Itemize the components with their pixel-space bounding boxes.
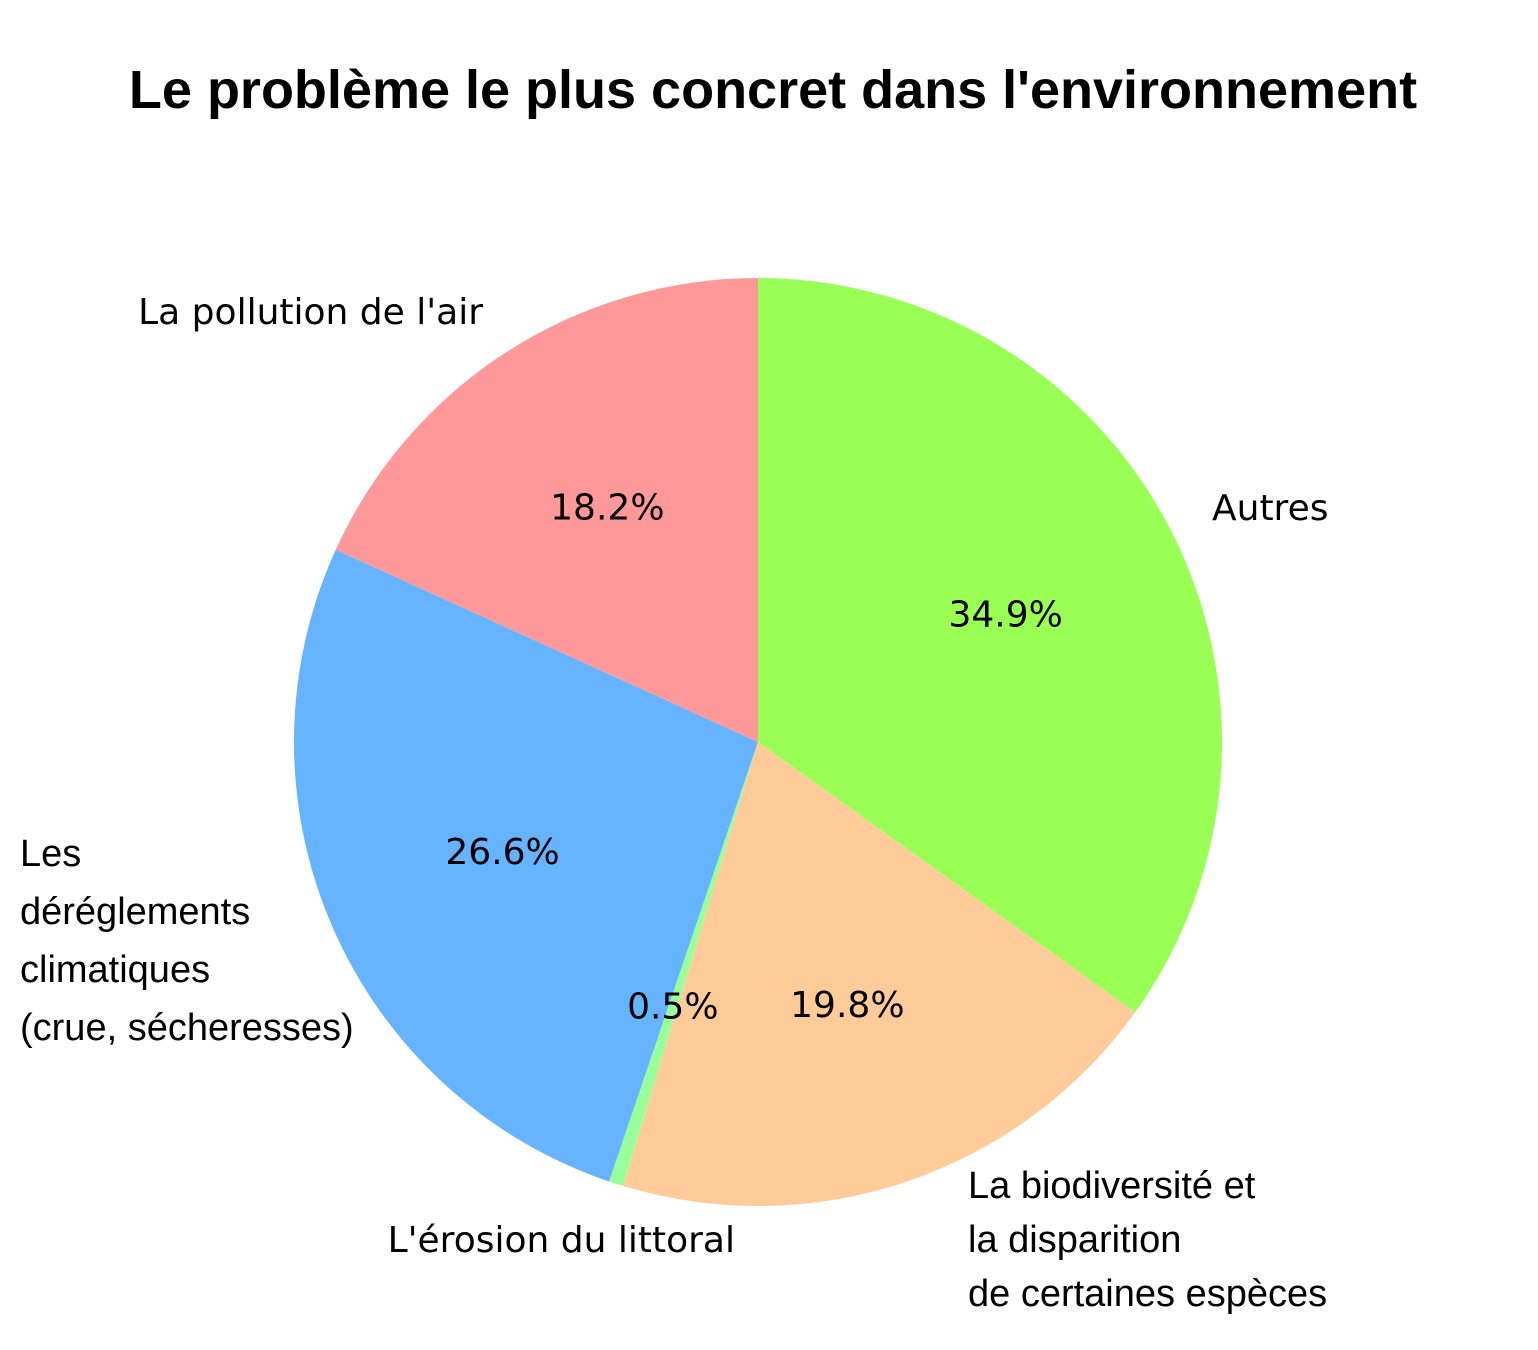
slice-label-la-pollution-de-l-air: La pollution de l'air	[138, 292, 483, 333]
percentage-labels: 34.9% 19.8% 0.5% 26.6% 18.2%	[445, 487, 1063, 1027]
pct-label-l-erosion-du-littoral: 0.5%	[627, 987, 718, 1028]
slice-label-line: déréglements	[20, 891, 250, 933]
pct-label-les-dereglements-climatiques-crue-secheresses: 26.6%	[445, 832, 559, 873]
slice-label-line: la disparition	[968, 1219, 1181, 1261]
slice-label-line: La biodiversité et	[968, 1165, 1256, 1207]
slice-labels: Autres La biodiversité et la disparition de…	[20, 292, 1328, 1315]
pie-slice-la-pollution-de-l-air	[335, 278, 758, 742]
slice-label-line: La pollution de l'air	[138, 292, 483, 333]
pie-slice-les-dereglements-climatiques-crue-secheresses	[294, 549, 758, 1182]
slice-label-line: (crue, sécheresses)	[20, 1007, 354, 1049]
slice-label-les-dereglements-climatiques-crue-secheresses: Les déréglements climatiques (crue, séchere…	[20, 833, 354, 1049]
slice-label-line: Autres	[1212, 488, 1328, 529]
slice-label-line: de certaines espèces	[968, 1273, 1327, 1315]
pct-label-la-pollution-de-l-air: 18.2%	[550, 487, 664, 528]
pie-slice-autres	[758, 278, 1223, 1013]
pct-label-autres: 34.9%	[948, 594, 1062, 635]
slice-label-line: L'érosion du littoral	[388, 1220, 735, 1261]
pie-slice-la-biodiversite-et-la-disparition-de-certaines-especes	[622, 742, 1136, 1206]
chart-title: Le problème le plus concret dans l'envir…	[129, 60, 1417, 120]
slice-label-l-erosion-du-littoral: L'érosion du littoral	[388, 1220, 735, 1261]
pie-slices	[294, 278, 1223, 1206]
pie-slice-l-erosion-du-littoral	[609, 742, 758, 1186]
pct-label-la-biodiversite-et-la-disparition-de-certaines-especes: 19.8%	[790, 985, 904, 1026]
slice-label-line: climatiques	[20, 949, 210, 991]
slice-label-autres: Autres	[1212, 488, 1328, 529]
slice-label-la-biodiversite-et-la-disparition-de-certaines-especes: La biodiversité et la disparition de certa…	[968, 1165, 1327, 1315]
slice-label-line: Les	[20, 833, 81, 875]
